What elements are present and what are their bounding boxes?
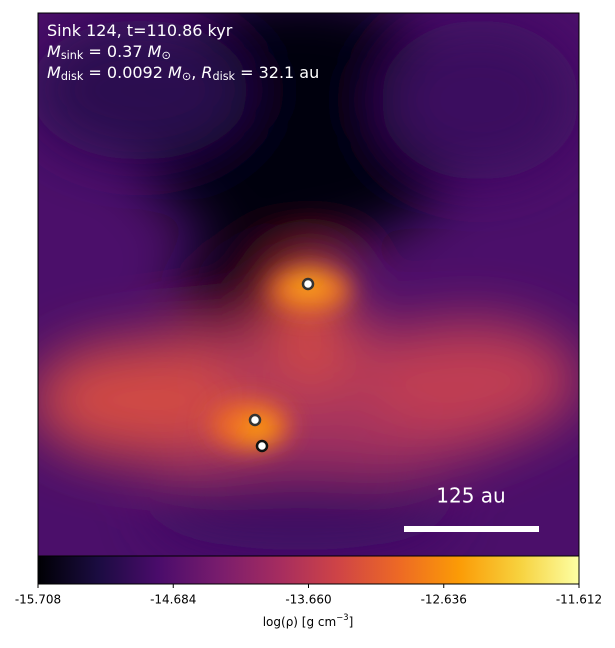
text-segment: M <box>47 63 61 82</box>
colorbar-axis: -15.708 -14.684 -13.660 -12.636 -11.612 log(ρ… <box>15 584 602 629</box>
colorbar-label: log(ρ) [g cm−3] <box>263 612 354 629</box>
tick-label: -11.612 <box>556 593 602 607</box>
text-segment: = 32.1 au <box>235 63 319 82</box>
text-segment: Sink 124, t=110.86 kyr <box>47 21 233 40</box>
text-segment: ⊙ <box>182 70 191 83</box>
annotation: Mdisk = 0.0092 M⊙, Rdisk = 32.1 au <box>47 63 319 84</box>
text-segment: = 0.37 <box>83 42 147 61</box>
text-segment: disk <box>212 70 235 83</box>
scale-bar-label: 125 au <box>436 484 505 508</box>
text-segment: M <box>148 42 162 61</box>
text-segment: ] <box>349 615 354 629</box>
tick-label: -14.684 <box>150 593 196 607</box>
text-segment: −3 <box>336 612 348 622</box>
colorbar <box>37 555 580 585</box>
text-segment: disk <box>61 70 84 83</box>
text-segment: , <box>191 63 201 82</box>
annotation: Sink 124, t=110.86 kyr <box>47 21 233 40</box>
text-segment: M <box>47 42 61 61</box>
tick-label: -15.708 <box>15 593 61 607</box>
text-segment: M <box>168 63 182 82</box>
tick-label: -13.660 <box>285 593 331 607</box>
text-segment: = 0.0092 <box>83 63 168 82</box>
tick-label: -12.636 <box>421 593 467 607</box>
density-map <box>38 13 579 556</box>
text-segment: ⊙ <box>161 49 170 62</box>
text-segment: log(ρ) [g cm <box>263 615 337 629</box>
text-segment: sink <box>61 49 84 62</box>
annotation: Msink = 0.37 M⊙ <box>47 42 171 63</box>
text-segment: R <box>201 63 212 82</box>
